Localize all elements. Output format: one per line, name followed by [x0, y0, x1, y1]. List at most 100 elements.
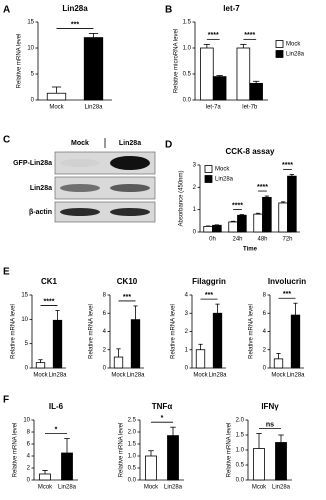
x-tick-label: Lin28a [164, 485, 183, 491]
x-tick-label: 48h [257, 237, 267, 243]
y-tick-label: 2 [27, 466, 31, 472]
panel-letter: C [3, 135, 10, 146]
x-tick-label: Lin28a [58, 485, 77, 491]
y-tick-label: 8 [27, 430, 31, 436]
chart-title: IL-6 [49, 402, 64, 411]
y-tick-label: 0 [25, 366, 29, 372]
y-tick-label: 0 [193, 230, 197, 236]
x-axis-label: Time [243, 247, 258, 253]
x-tick-label: 72h [282, 237, 292, 243]
y-tick-label: 0.5 [236, 463, 245, 469]
bar [203, 226, 213, 233]
y-tick-label: 5 [31, 72, 35, 78]
y-tick-label: 2 [263, 347, 267, 353]
chart-title: Involucrin [268, 277, 306, 286]
bar [287, 175, 297, 233]
legend-label: Mock [286, 42, 301, 48]
chart-title: CK10 [117, 277, 138, 286]
column-label: Mock [71, 140, 89, 147]
significance-label: **** [232, 202, 243, 209]
y-tick-label: 0.5 [183, 72, 192, 78]
bar [273, 358, 284, 369]
y-tick-label: 1.5 [236, 433, 245, 439]
x-tick-label: Mock [271, 373, 286, 379]
blot-band [60, 208, 100, 216]
panel-letter: B [165, 5, 172, 16]
significance-label: *** [71, 21, 79, 28]
column-label: Lin28a [119, 140, 141, 147]
bar [130, 319, 141, 369]
x-tick-label: Mcok [252, 485, 267, 491]
y-axis-label: Relative mRNA level [17, 34, 23, 89]
bar [83, 37, 104, 101]
y-tick-label: 8 [103, 293, 107, 299]
chart-title: IFNγ [261, 402, 279, 411]
y-axis-label: Absorbance (450nm) [179, 170, 185, 226]
panel-letter: E [3, 267, 10, 278]
significance-label: * [55, 426, 58, 433]
x-tick-label: let-7b [242, 105, 258, 111]
chart-title: Filaggrin [192, 277, 226, 286]
significance-label: ns [266, 421, 274, 428]
legend-swatch [275, 50, 284, 58]
y-tick-label: 1.0 [236, 448, 245, 454]
y-tick-label: 2.5 [128, 418, 137, 424]
significance-label: **** [44, 298, 55, 305]
x-tick-label: Mock [193, 373, 208, 379]
bar [200, 47, 214, 101]
x-tick-label: Lin28a [272, 485, 291, 491]
y-tick-label: 0.5 [128, 466, 137, 472]
legend-label: Lin28a [215, 177, 234, 183]
bar [236, 47, 251, 101]
bar [237, 214, 247, 233]
y-tick-label: 1.5 [183, 20, 192, 26]
x-tick-label: Lin28a [48, 373, 67, 379]
row-label: GFP-Lin28a [13, 160, 52, 167]
y-tick-label: 8 [263, 293, 267, 299]
blot-band [110, 184, 150, 192]
bar [52, 319, 63, 369]
y-tick-label: 3 [185, 311, 189, 317]
legend-swatch [204, 165, 213, 173]
chart-title: Lin28a [62, 4, 88, 13]
bar [39, 473, 51, 481]
y-tick-label: 0 [263, 366, 267, 372]
y-tick-label: 1.0 [183, 46, 192, 52]
legend-label: Lin28a [286, 52, 305, 58]
y-tick-label: 2.0 [236, 418, 245, 424]
bar [113, 356, 124, 369]
bar [195, 349, 206, 369]
blot-band [110, 156, 150, 170]
y-tick-label: 0 [31, 98, 35, 104]
bar [278, 202, 288, 233]
x-tick-label: Mock [144, 485, 159, 491]
y-tick-label: 15 [21, 293, 28, 299]
bar [249, 82, 263, 101]
x-tick-label: Mock [111, 373, 126, 379]
bar [61, 452, 73, 481]
x-tick-label: Mock [49, 105, 64, 111]
y-tick-label: 0.0 [236, 478, 245, 484]
blot-band [60, 184, 100, 192]
x-tick-label: Mcok [38, 485, 53, 491]
y-tick-label: 2.0 [128, 430, 137, 436]
y-tick-label: 4 [263, 329, 267, 335]
x-tick-label: let-7a [206, 105, 222, 111]
row-label: β-actin [29, 209, 52, 216]
x-tick-label: Lin28a [208, 373, 227, 379]
x-tick-label: 24h [232, 237, 242, 243]
y-tick-label: 15 [27, 20, 34, 26]
significance-label: *** [123, 294, 131, 301]
significance-label: *** [283, 291, 291, 298]
legend-swatch [275, 40, 284, 48]
y-axis-label: Relative mRNA level [171, 304, 177, 359]
x-tick-label: 0h [209, 237, 216, 243]
y-tick-label: 6 [27, 442, 31, 448]
bar [253, 213, 263, 233]
y-tick-label: 1.5 [128, 442, 137, 448]
y-axis-label: Relative microRNA level [174, 29, 180, 93]
bar [262, 196, 272, 233]
y-tick-label: 0 [103, 366, 107, 372]
significance-label: * [161, 415, 164, 422]
bar [35, 362, 46, 369]
